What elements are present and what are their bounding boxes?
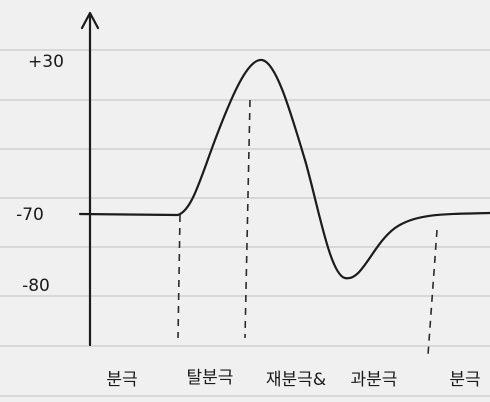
phase-label: 재분극& (266, 370, 326, 390)
paper (0, 0, 490, 402)
phase-label: 탈분극 (187, 368, 234, 388)
diagram: +30 -70 -80 분극 탈분극 재분극& 과분극 분극 (0, 0, 490, 402)
y-label: -70 (16, 205, 44, 225)
y-label: -80 (22, 276, 50, 296)
phase-label: 분극 (449, 370, 480, 390)
y-label: +30 (28, 52, 64, 72)
phase-label: 분극 (106, 370, 137, 390)
phase-label: 과분극 (351, 370, 398, 390)
